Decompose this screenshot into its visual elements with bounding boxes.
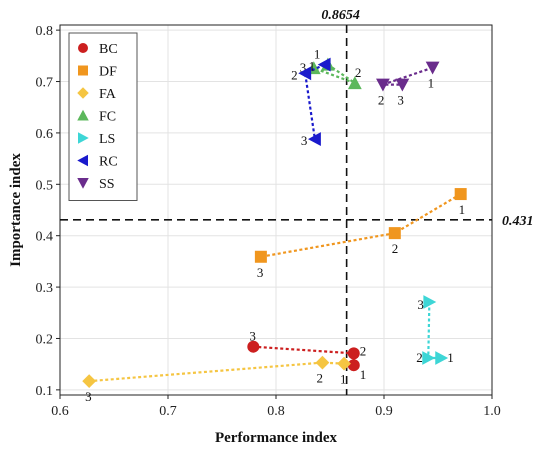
legend-entry: FC bbox=[99, 110, 116, 125]
series-line-df bbox=[260, 193, 462, 258]
point-ss-3 bbox=[395, 78, 410, 92]
point-ls-1 bbox=[435, 351, 449, 365]
point-label: 2 bbox=[416, 350, 423, 365]
legend-entry: BC bbox=[99, 42, 118, 57]
x-tick-label: 0.8 bbox=[267, 404, 285, 419]
y-tick-label: 0.7 bbox=[36, 76, 54, 91]
series-line-ls bbox=[427, 301, 442, 360]
point-rc-3 bbox=[307, 132, 321, 146]
point-label: 3 bbox=[85, 389, 92, 404]
point-fa-3 bbox=[82, 374, 97, 389]
point-fa-2 bbox=[315, 355, 330, 370]
y-tick-label: 0.2 bbox=[36, 332, 54, 347]
legend-marker-rc bbox=[77, 154, 88, 167]
legend-entry: SS bbox=[99, 177, 115, 192]
point-ls-3 bbox=[423, 295, 437, 309]
legend-entry: FA bbox=[99, 87, 117, 102]
point-label: 2 bbox=[316, 371, 323, 386]
series-line-rc bbox=[303, 63, 326, 140]
horizontal-reference-label: 0.431 bbox=[502, 214, 534, 229]
point-ls-2 bbox=[422, 351, 436, 365]
point-bc-3 bbox=[247, 340, 260, 353]
series-bc: 1 2 3 bbox=[247, 329, 367, 382]
legend-marker-df bbox=[78, 65, 88, 76]
legend-marker-fa bbox=[77, 87, 89, 99]
series-df: 1 2 3 bbox=[254, 188, 467, 280]
point-label: 1 bbox=[428, 76, 435, 91]
y-axis-title: Importance index bbox=[8, 153, 24, 267]
legend-marker-ls bbox=[78, 132, 89, 144]
y-tick-label: 0.6 bbox=[36, 127, 54, 142]
point-rc-2 bbox=[298, 66, 312, 81]
point-label: 3 bbox=[257, 265, 264, 280]
point-bc-2 bbox=[347, 347, 360, 360]
legend-entry: RC bbox=[99, 155, 118, 170]
point-ss-1 bbox=[425, 61, 440, 75]
x-tick-label: 0.6 bbox=[51, 404, 69, 419]
vertical-reference-label: 0.8654 bbox=[321, 8, 360, 23]
legend-entry: DF bbox=[99, 65, 117, 80]
x-axis-title: Performance index bbox=[215, 430, 338, 446]
x-tick-label: 1.0 bbox=[483, 404, 501, 419]
series-line-fc bbox=[313, 63, 356, 85]
point-label: 1 bbox=[360, 367, 367, 382]
series-fa: 1 2 3 bbox=[82, 355, 351, 404]
series-rc: 123 bbox=[291, 57, 331, 148]
legend-marker-bc bbox=[78, 43, 88, 53]
point-label: 1 bbox=[459, 202, 466, 217]
point-label: 3 bbox=[300, 60, 307, 75]
point-label: 1 bbox=[314, 47, 321, 62]
point-label: 3 bbox=[417, 297, 424, 312]
legend-marker-ss bbox=[77, 178, 89, 189]
point-label: 1 bbox=[309, 59, 316, 74]
point-df-3 bbox=[254, 250, 267, 263]
axis-ticks: 0.6 0.7 0.8 0.9 1.0 0.1 0.2 0.3 0.4 0.5 0.6 0.7 0.8 bbox=[36, 24, 501, 419]
legend-marker-fc bbox=[77, 109, 89, 121]
y-tick-label: 0.4 bbox=[36, 230, 54, 245]
series-line-ss bbox=[382, 66, 433, 86]
point-label: 2 bbox=[355, 65, 362, 80]
point-bc-1 bbox=[347, 359, 360, 372]
y-tick-label: 0.1 bbox=[36, 384, 54, 399]
point-label: 2 bbox=[392, 241, 399, 256]
point-label: 3 bbox=[301, 133, 308, 148]
point-rc-1 bbox=[317, 57, 331, 72]
point-ss-2 bbox=[376, 78, 390, 92]
series-ss: 1 2 3 bbox=[376, 61, 440, 108]
point-label: 3 bbox=[249, 329, 256, 344]
series-ls: 1 2 3 bbox=[416, 295, 454, 365]
y-tick-label: 0.5 bbox=[36, 178, 54, 193]
reference-lines: 0.8654 0.431 bbox=[60, 8, 534, 395]
point-df-2 bbox=[388, 227, 401, 240]
point-fa-1 bbox=[337, 356, 351, 371]
point-label: 1 bbox=[340, 372, 347, 387]
x-tick-label: 0.9 bbox=[375, 404, 393, 419]
point-fc-2 bbox=[347, 76, 362, 90]
point-label: 2 bbox=[378, 93, 385, 108]
x-tick-label: 0.7 bbox=[159, 404, 177, 419]
point-label: 3 bbox=[397, 93, 404, 108]
point-label: 1 bbox=[447, 350, 454, 365]
legend-entry: LS bbox=[99, 132, 115, 147]
y-tick-label: 0.3 bbox=[36, 281, 54, 296]
point-label: 2 bbox=[360, 343, 367, 358]
series-line-fa bbox=[89, 361, 345, 383]
point-df-1 bbox=[454, 188, 467, 201]
point-label: 2 bbox=[291, 67, 298, 82]
legend: BC DF FA FC LS RC SS bbox=[68, 32, 138, 201]
y-tick-label: 0.8 bbox=[36, 24, 54, 39]
